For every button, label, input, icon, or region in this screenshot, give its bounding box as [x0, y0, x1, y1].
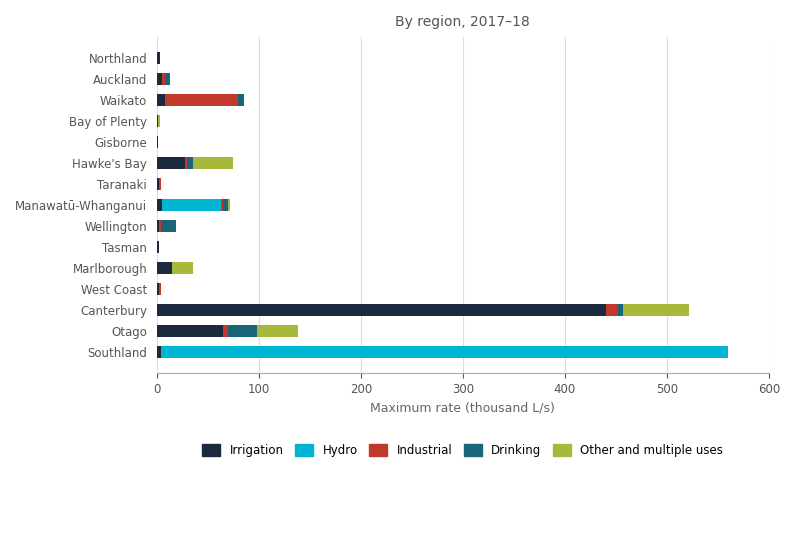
Bar	[161, 220, 176, 232]
Bar	[228, 325, 257, 337]
Bar	[157, 304, 606, 316]
Bar	[185, 158, 188, 169]
Bar	[157, 115, 158, 127]
Bar	[157, 53, 160, 64]
Bar	[159, 283, 161, 295]
Bar	[157, 136, 158, 148]
Bar	[257, 325, 297, 337]
Bar	[165, 95, 238, 106]
Bar	[157, 178, 159, 190]
Bar	[228, 199, 231, 211]
Bar	[157, 199, 162, 211]
Bar	[157, 220, 159, 232]
Legend: Irrigation, Hydro, Industrial, Drinking, Other and multiple uses: Irrigation, Hydro, Industrial, Drinking,…	[198, 439, 728, 462]
Bar	[606, 304, 618, 316]
Bar	[188, 158, 192, 169]
Bar	[157, 95, 165, 106]
Bar	[159, 178, 161, 190]
Bar	[221, 199, 223, 211]
Bar	[157, 283, 159, 295]
Bar	[223, 325, 228, 337]
Bar	[173, 263, 192, 274]
Bar	[618, 304, 623, 316]
Bar	[159, 220, 161, 232]
Bar	[238, 95, 243, 106]
Title: By region, 2017–18: By region, 2017–18	[395, 15, 530, 29]
Bar	[192, 158, 234, 169]
Bar	[157, 73, 162, 85]
Bar	[157, 325, 223, 337]
Bar	[162, 199, 221, 211]
Bar	[157, 346, 161, 358]
Bar	[162, 73, 165, 85]
Bar	[157, 263, 173, 274]
Bar	[157, 158, 185, 169]
Bar	[623, 304, 689, 316]
X-axis label: Maximum rate (thousand L/s): Maximum rate (thousand L/s)	[370, 401, 555, 415]
Bar	[165, 73, 170, 85]
Bar	[157, 241, 159, 253]
Bar	[161, 346, 728, 358]
Bar	[158, 115, 160, 127]
Bar	[223, 199, 228, 211]
